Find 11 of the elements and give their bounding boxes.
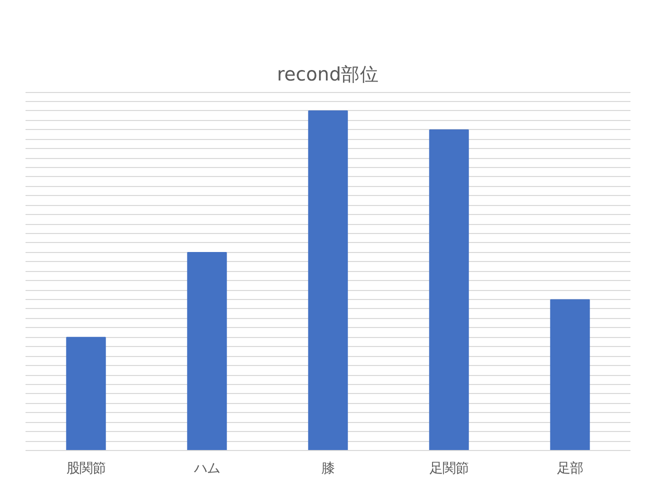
bar [66, 336, 106, 450]
bar [308, 110, 348, 450]
chart-title: recond部位 [276, 64, 380, 86]
bar [550, 299, 590, 450]
bar [429, 129, 469, 450]
bar [187, 252, 227, 450]
x-tick-label: 足関節 [430, 462, 468, 476]
x-tick-label: ハム [193, 462, 220, 476]
x-tick-label: 足部 [557, 462, 583, 476]
x-tick-label: 股関節 [66, 462, 106, 476]
x-tick-label: 膝 [322, 462, 334, 476]
